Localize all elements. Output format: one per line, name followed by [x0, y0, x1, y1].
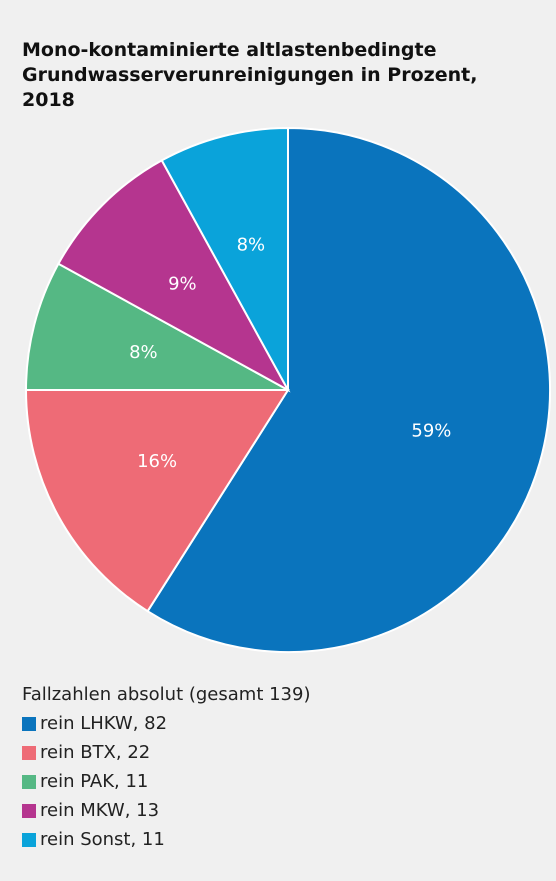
slice-label: 8% — [237, 234, 266, 255]
pie-slice — [160, 126, 289, 391]
legend-item: rein BTX, 22 — [22, 738, 310, 767]
pie-slice — [57, 159, 291, 393]
slice-label: 8% — [129, 342, 158, 363]
legend-label: rein Sonst, 11 — [40, 829, 165, 850]
legend-swatch — [22, 803, 36, 818]
legend-swatch — [22, 774, 36, 789]
slice-label: 16% — [137, 451, 177, 472]
legend-item: rein LHKW, 82 — [22, 709, 310, 738]
pie-slice — [24, 389, 290, 613]
legend-swatch — [22, 832, 36, 847]
slice-label: 59% — [411, 421, 451, 442]
chart-title: Mono-kontaminierte altlastenbedingte Gru… — [22, 39, 478, 111]
legend-label: rein MKW, 13 — [40, 800, 160, 821]
legend-title: Fallzahlen absolut (gesamt 139) — [22, 684, 311, 705]
pie-slice — [24, 262, 289, 391]
legend-item: rein MKW, 13 — [22, 796, 310, 825]
legend-swatch — [22, 716, 36, 731]
slice-label: 9% — [168, 273, 197, 294]
legend-label: rein PAK, 11 — [40, 771, 149, 792]
pie-slice — [146, 126, 551, 653]
legend: Fallzahlen absolut (gesamt 139) rein LHK… — [22, 680, 310, 854]
chart: 59% 16% 8% 9% 8% — [24, 126, 551, 653]
legend-label: rein LHKW, 82 — [40, 713, 168, 734]
legend-item: rein Sonst, 11 — [22, 825, 310, 854]
legend-swatch — [22, 745, 36, 760]
legend-label: rein BTX, 22 — [40, 742, 151, 763]
legend-item: rein PAK, 11 — [22, 767, 310, 796]
